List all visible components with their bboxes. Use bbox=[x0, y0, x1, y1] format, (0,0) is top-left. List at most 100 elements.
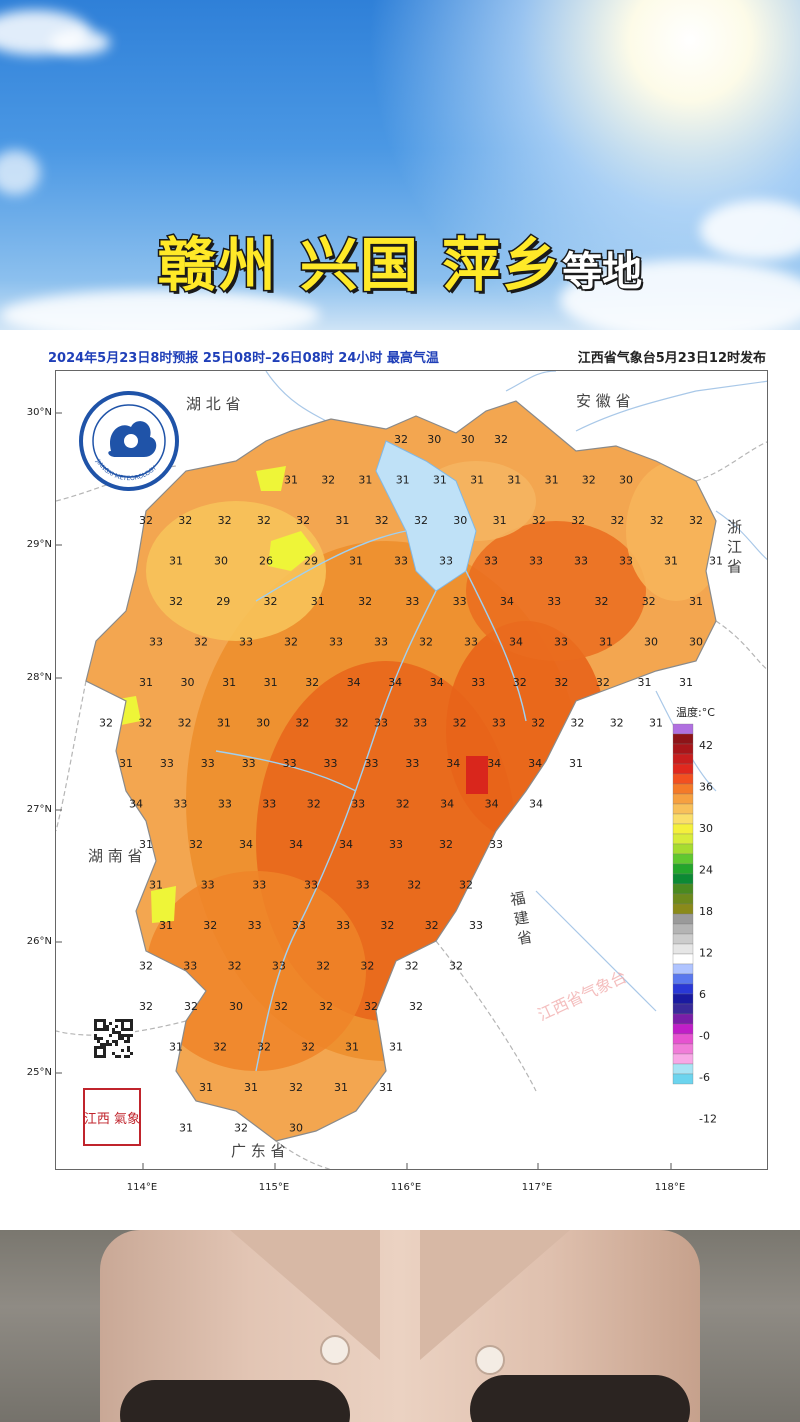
temperature-value: 33 bbox=[304, 879, 318, 892]
forecast-subtitle: 2024年5月23日8时预报 25日08时–26日08时 24小时 最高气温 bbox=[48, 351, 439, 366]
temperature-value: 34 bbox=[430, 676, 444, 689]
temperature-value: 31 bbox=[689, 595, 703, 608]
lon-tick-116: 116°E bbox=[390, 1182, 422, 1193]
temperature-value: 32 bbox=[178, 514, 192, 527]
temperature-value: 32 bbox=[453, 717, 467, 730]
temperature-value: 32 bbox=[596, 676, 610, 689]
temperature-value: 30 bbox=[214, 555, 228, 568]
lat-tick-25: 25°N bbox=[26, 1067, 52, 1078]
temperature-value: 32 bbox=[184, 1000, 198, 1013]
temperature-value: 32 bbox=[396, 798, 410, 811]
lon-tick-115: 115°E bbox=[258, 1182, 290, 1193]
temperature-value: 31 bbox=[709, 555, 723, 568]
issuer-label: 江西省气象台5月23日12时发布 bbox=[577, 351, 766, 366]
temperature-value: 33 bbox=[292, 919, 306, 932]
temperature-value: 34 bbox=[500, 595, 514, 608]
temperature-value: 32 bbox=[139, 514, 153, 527]
temperature-value: 33 bbox=[394, 555, 408, 568]
legend-tick-label: 30 bbox=[699, 822, 713, 835]
map-frame: 32 30 30 32 31 32 31 31 31 31 31 31 32 30 32 32 32 32 32 31… bbox=[55, 370, 768, 1170]
temperature-value: 32 bbox=[301, 1041, 315, 1054]
temperature-value: 33 bbox=[554, 636, 568, 649]
temperature-value: 32 bbox=[449, 960, 463, 973]
province-hunan: 湖 南 省 bbox=[88, 847, 143, 865]
temperature-value: 33 bbox=[439, 555, 453, 568]
temperature-value: 32 bbox=[414, 514, 428, 527]
temperature-value: 31 bbox=[169, 555, 183, 568]
temperature-value: 34 bbox=[509, 636, 523, 649]
temperature-value: 32 bbox=[321, 474, 335, 487]
temperature-value: 32 bbox=[554, 676, 568, 689]
temperature-value: 32 bbox=[319, 1000, 333, 1013]
province-guangdong: 广 东 省 bbox=[231, 1142, 286, 1160]
temperature-value: 33 bbox=[529, 555, 543, 568]
temperature-value: 30 bbox=[461, 433, 475, 446]
temperature-value: 32 bbox=[380, 919, 394, 932]
temperature-value: 32 bbox=[595, 595, 609, 608]
temperature-value: 31 bbox=[493, 514, 507, 527]
lat-tick-26: 26°N bbox=[26, 936, 52, 947]
temperature-value: 33 bbox=[283, 757, 297, 770]
temperature-value: 33 bbox=[356, 879, 370, 892]
lat-tick-28: 28°N bbox=[26, 672, 52, 683]
legend-tick-label: 36 bbox=[699, 781, 713, 794]
jacket-button bbox=[475, 1345, 505, 1375]
temperature-value: 32 bbox=[169, 595, 183, 608]
temperature-value: 33 bbox=[324, 757, 338, 770]
temperature-value: 33 bbox=[262, 798, 276, 811]
temperature-value: 33 bbox=[239, 636, 253, 649]
temperature-value: 33 bbox=[201, 879, 215, 892]
temperature-value: 32 bbox=[531, 717, 545, 730]
temperature-value: 30 bbox=[644, 636, 658, 649]
temperature-value: 34 bbox=[239, 838, 253, 851]
temperature-value: 32 bbox=[203, 919, 217, 932]
temperature-value: 31 bbox=[569, 757, 583, 770]
temperature-value: 30 bbox=[229, 1000, 243, 1013]
temperature-value: 31 bbox=[599, 636, 613, 649]
temperature-value: 33 bbox=[336, 919, 350, 932]
temperature-value: 31 bbox=[222, 676, 236, 689]
headline-suffix: 等地 bbox=[561, 248, 644, 297]
headline-cities: 赣州 兴国 萍乡 bbox=[156, 230, 563, 301]
temperature-value: 32 bbox=[138, 717, 152, 730]
temperature-value: 31 bbox=[470, 474, 484, 487]
sky-background: 赣州 兴国 萍乡等地 bbox=[0, 0, 800, 340]
legend-tick-label: -0 bbox=[699, 1030, 710, 1043]
temperature-labels: 32 30 30 32 31 32 31 31 31 31 31 31 32 30 32 32 32 32 32 31… bbox=[99, 433, 723, 1135]
temperature-value: 33 bbox=[469, 919, 483, 932]
temperature-value: 30 bbox=[453, 514, 467, 527]
temperature-value: 30 bbox=[256, 717, 270, 730]
temperature-value: 31 bbox=[345, 1041, 359, 1054]
legend-title: 温度:°C bbox=[676, 705, 715, 719]
temperature-value: 32 bbox=[419, 636, 433, 649]
lon-tick-118: 118°E bbox=[654, 1182, 686, 1193]
temperature-value: 31 bbox=[638, 676, 652, 689]
temperature-value: 33 bbox=[619, 555, 633, 568]
legend-tick-label: 42 bbox=[699, 739, 713, 752]
temperature-value: 34 bbox=[440, 798, 454, 811]
temperature-value: 33 bbox=[374, 636, 388, 649]
temperature-value: 33 bbox=[201, 757, 215, 770]
temperature-value: 32 bbox=[494, 433, 508, 446]
temperature-value: 32 bbox=[284, 636, 298, 649]
temperature-value: 32 bbox=[689, 514, 703, 527]
temperature-value: 32 bbox=[571, 514, 585, 527]
temperature-value: 31 bbox=[169, 1041, 183, 1054]
legend-ticks: 42 36 30 24 18 12 6 -0 -6 -12 bbox=[699, 739, 717, 1126]
temperature-value: 32 bbox=[335, 717, 349, 730]
temperature-value: 31 bbox=[649, 717, 663, 730]
temperature-value: 32 bbox=[213, 1041, 227, 1054]
temperature-value: 34 bbox=[487, 757, 501, 770]
cool-zone-yellow bbox=[268, 531, 316, 571]
temperature-value: 33 bbox=[242, 757, 256, 770]
temperature-value: 32 bbox=[409, 1000, 423, 1013]
temperature-value: 33 bbox=[405, 757, 419, 770]
temperature-value: 32 bbox=[296, 514, 310, 527]
temperature-value: 31 bbox=[139, 838, 153, 851]
axis-ticks bbox=[56, 412, 672, 1169]
temperature-value: 32 bbox=[650, 514, 664, 527]
temperature-value: 30 bbox=[427, 433, 441, 446]
legend-tick-label: 18 bbox=[699, 905, 713, 918]
legend-tick-label: 12 bbox=[699, 947, 713, 960]
forecast-map-panel: 2024年5月23日8时预报 25日08时–26日08时 24小时 最高气温 江… bbox=[0, 330, 800, 1230]
